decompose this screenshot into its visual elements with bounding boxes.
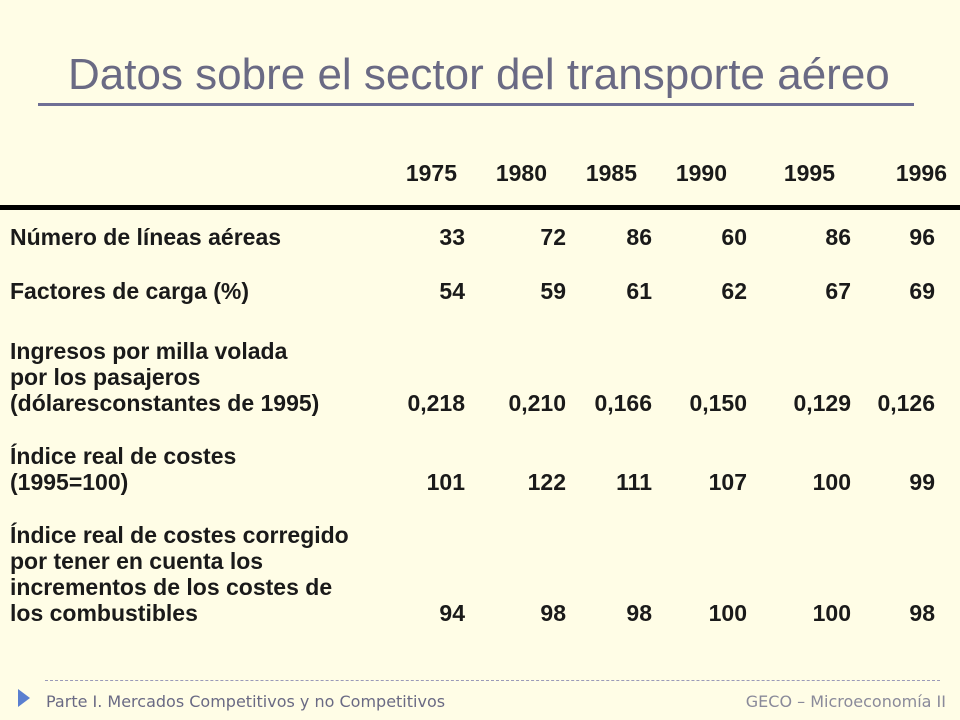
header-divider — [0, 205, 960, 210]
play-arrow-icon — [18, 689, 30, 707]
row-label-line: los combustibles — [10, 600, 198, 626]
table-cell: 72 — [540, 224, 566, 250]
row-label-line: Número de líneas aéreas — [10, 224, 282, 250]
row-label: Factores de carga (%) — [10, 278, 249, 304]
year-header: 1985 — [585, 160, 637, 186]
data-table: 1975 1980 1985 1990 1995 1996 Número de … — [0, 160, 960, 626]
title-underline — [38, 103, 914, 106]
table-cell: 60 — [721, 224, 747, 250]
slide-title: Datos sobre el sector del transporte aér… — [68, 50, 890, 99]
row-label: Índice real de costes corregido por tene… — [10, 522, 349, 626]
table-cell: 0,126 — [877, 390, 935, 416]
table-cell: 54 — [439, 278, 465, 304]
table-cell: 67 — [825, 278, 851, 304]
table-cell: 59 — [540, 278, 566, 304]
table-cell: 0,150 — [689, 390, 747, 416]
row-label: Ingresos por milla volada por los pasaje… — [10, 338, 319, 416]
table-cell: 111 — [616, 469, 652, 495]
table-cell: 62 — [721, 278, 747, 304]
table-cell: 94 — [439, 600, 465, 626]
footer-section-label: Parte I. Mercados Competitivos y no Comp… — [46, 692, 446, 711]
table-cell: 33 — [439, 224, 465, 250]
table-cell: 0,166 — [594, 390, 652, 416]
row-label-line: (1995=100) — [10, 469, 129, 495]
row-label-line: incrementos de los costes de — [10, 574, 333, 600]
row-label-line: Índice real de costes — [10, 443, 237, 469]
table-cell: 69 — [909, 278, 935, 304]
row-label-line: Ingresos por milla volada — [10, 338, 288, 364]
year-header: 1975 — [405, 160, 457, 186]
table-cell: 107 — [708, 469, 747, 495]
table-cell: 98 — [909, 600, 935, 626]
row-label-line: Índice real de costes corregido — [10, 522, 349, 548]
year-header: 1990 — [675, 160, 727, 186]
table-cell: 99 — [909, 469, 935, 495]
row-label-line: (dólaresconstantes de 1995) — [10, 390, 320, 416]
table-cell: 86 — [825, 224, 851, 250]
row-label-line: por los pasajeros — [10, 364, 201, 390]
row-label-line: Factores de carga (%) — [10, 278, 250, 304]
row-label-line: por tener en cuenta los — [10, 548, 264, 574]
row-label: Índice real de costes (1995=100) — [10, 443, 236, 495]
table-cell: 98 — [540, 600, 566, 626]
footer-course-label: GECO – Microeconomía II — [745, 692, 946, 711]
year-header: 1995 — [783, 160, 835, 186]
table-cell: 86 — [626, 224, 652, 250]
table-cell: 100 — [812, 469, 851, 495]
table-cell: 100 — [708, 600, 747, 626]
table-cell: 100 — [812, 600, 851, 626]
table-cell: 61 — [626, 278, 652, 304]
table-cell: 96 — [909, 224, 935, 250]
table-cell: 122 — [527, 469, 566, 495]
table-cell: 101 — [426, 469, 465, 495]
table-cell: 0,210 — [508, 390, 566, 416]
table-cell: 98 — [626, 600, 652, 626]
table-cell: 0,129 — [793, 390, 851, 416]
footer-divider — [45, 680, 940, 681]
year-header: 1980 — [495, 160, 547, 186]
year-header: 1996 — [895, 160, 947, 186]
row-label: Número de líneas aéreas — [10, 224, 281, 250]
table-cell: 0,218 — [407, 390, 465, 416]
